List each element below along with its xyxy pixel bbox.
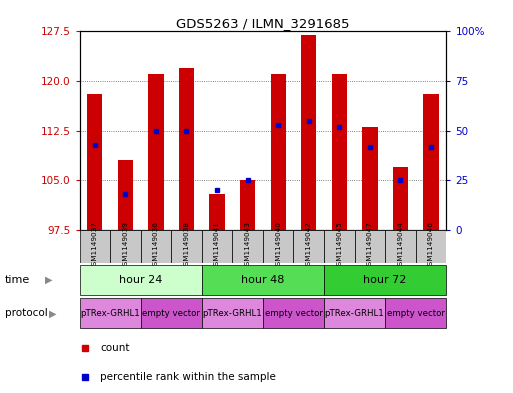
Bar	[393, 167, 408, 230]
Text: hour 24: hour 24	[119, 275, 162, 285]
Text: GSM1149043: GSM1149043	[245, 222, 251, 270]
Bar	[423, 94, 439, 230]
Text: pTRex-GRHL1: pTRex-GRHL1	[203, 309, 262, 318]
Bar	[385, 230, 416, 263]
Bar	[141, 298, 202, 329]
Bar	[416, 230, 446, 263]
Bar	[332, 74, 347, 230]
Bar	[148, 74, 164, 230]
Bar	[87, 94, 103, 230]
Bar	[202, 265, 324, 295]
Bar	[385, 298, 446, 329]
Text: GSM1149047: GSM1149047	[367, 222, 373, 270]
Bar	[263, 298, 324, 329]
Text: GSM1149039: GSM1149039	[123, 222, 128, 270]
Bar	[171, 230, 202, 263]
Bar	[110, 230, 141, 263]
Bar	[80, 265, 202, 295]
Bar	[209, 193, 225, 230]
Text: GSM1149046: GSM1149046	[428, 222, 434, 270]
Text: percentile rank within the sample: percentile rank within the sample	[100, 372, 276, 382]
Text: GSM1149044: GSM1149044	[398, 222, 403, 270]
Bar	[263, 230, 293, 263]
Text: pTRex-GRHL1: pTRex-GRHL1	[325, 309, 384, 318]
Bar	[354, 230, 385, 263]
Text: GSM1149042: GSM1149042	[306, 222, 312, 270]
Text: GSM1149041: GSM1149041	[214, 222, 220, 270]
Text: time: time	[5, 275, 30, 285]
Text: count: count	[100, 343, 130, 353]
Text: GSM1149045: GSM1149045	[337, 222, 342, 270]
Bar	[293, 230, 324, 263]
Title: GDS5263 / ILMN_3291685: GDS5263 / ILMN_3291685	[176, 17, 350, 30]
Bar	[117, 160, 133, 230]
Bar	[270, 74, 286, 230]
Bar	[324, 298, 385, 329]
Bar	[80, 298, 141, 329]
Text: ▶: ▶	[45, 275, 53, 285]
Bar	[362, 127, 378, 230]
Bar	[324, 265, 446, 295]
Bar	[324, 230, 354, 263]
Bar	[202, 230, 232, 263]
Bar	[232, 230, 263, 263]
Text: pTRex-GRHL1: pTRex-GRHL1	[80, 309, 140, 318]
Bar	[179, 68, 194, 230]
Bar	[240, 180, 255, 230]
Text: empty vector: empty vector	[142, 309, 200, 318]
Text: protocol: protocol	[5, 309, 48, 318]
Bar	[80, 230, 110, 263]
Text: GSM1149038: GSM1149038	[184, 222, 189, 270]
Text: GSM1149037: GSM1149037	[92, 222, 98, 270]
Bar	[202, 298, 263, 329]
Text: GSM1149040: GSM1149040	[275, 222, 281, 270]
Text: empty vector: empty vector	[387, 309, 445, 318]
Text: ▶: ▶	[49, 309, 56, 318]
Text: hour 72: hour 72	[364, 275, 407, 285]
Bar	[301, 35, 317, 230]
Text: hour 48: hour 48	[241, 275, 285, 285]
Text: GSM1149036: GSM1149036	[153, 222, 159, 270]
Bar	[141, 230, 171, 263]
Text: empty vector: empty vector	[265, 309, 322, 318]
